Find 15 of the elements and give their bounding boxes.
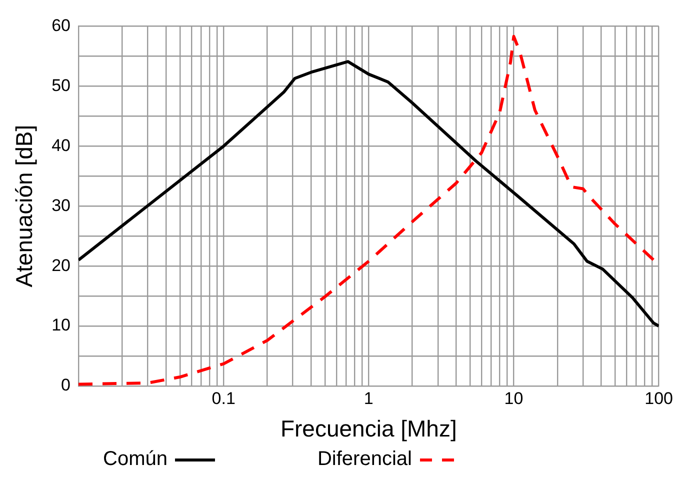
- y-tick-label: 60: [52, 16, 71, 35]
- x-tick-label: 1: [364, 388, 374, 408]
- legend-label: Común: [103, 448, 168, 471]
- y-tick-label: 20: [52, 256, 71, 275]
- y-tick-label: 0: [61, 376, 71, 395]
- x-tick-label: 10: [504, 388, 524, 408]
- y-tick-label: 50: [52, 76, 71, 95]
- x-tick-label: 100: [644, 388, 674, 408]
- legend-label: Diferencial: [317, 448, 412, 471]
- y-axis-title: Atenuación [dB]: [11, 124, 38, 288]
- y-tick-label: 30: [52, 196, 71, 215]
- x-tick-label: 0.1: [212, 388, 236, 408]
- y-tick-label: 40: [52, 136, 71, 155]
- x-axis-title: Frecuencia [Mhz]: [280, 416, 457, 442]
- y-tick-label: 10: [52, 316, 71, 335]
